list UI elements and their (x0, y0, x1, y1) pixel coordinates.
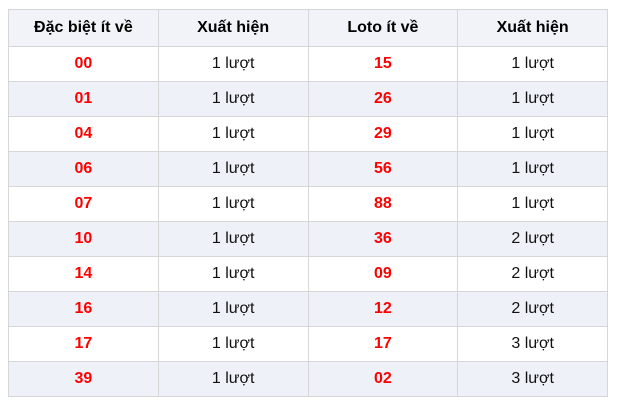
statistics-table-wrapper: Đặc biệt ít về Xuất hiện Loto ít về Xuất… (8, 9, 608, 397)
cell-loto-number: 15 (307, 46, 459, 82)
cell-loto-count: 1 lượt (457, 116, 608, 152)
table-body: 00 1 lượt 15 1 lượt 01 1 lượt 26 1 lượt 04 1 lượt… (8, 46, 608, 397)
cell-loto-number: 09 (307, 256, 459, 292)
cell-loto-number: 17 (307, 326, 459, 362)
header-special-number: Đặc biệt ít về (8, 9, 159, 47)
cell-loto-number: 56 (307, 151, 459, 187)
lottery-stats-table: Đặc biệt ít về Xuất hiện Loto ít về Xuất… (8, 9, 608, 397)
cell-loto-count: 1 lượt (457, 46, 608, 82)
table-header-row: Đặc biệt ít về Xuất hiện Loto ít về Xuất… (8, 9, 608, 47)
table-head: Đặc biệt ít về Xuất hiện Loto ít về Xuất… (8, 9, 608, 47)
cell-special-number: 04 (8, 116, 159, 152)
table-row: 10 1 lượt 36 2 lượt (8, 221, 608, 257)
cell-special-count: 1 lượt (157, 46, 309, 82)
cell-loto-number: 29 (307, 116, 459, 152)
header-loto-number: Loto ít về (307, 9, 459, 47)
cell-loto-number: 12 (307, 291, 459, 327)
cell-special-number: 14 (8, 256, 159, 292)
cell-special-number: 07 (8, 186, 159, 222)
table-row: 16 1 lượt 12 2 lượt (8, 291, 608, 327)
table-row: 00 1 lượt 15 1 lượt (8, 46, 608, 82)
cell-special-number: 10 (8, 221, 159, 257)
table-row: 06 1 lượt 56 1 lượt (8, 151, 608, 187)
cell-loto-number: 36 (307, 221, 459, 257)
cell-special-count: 1 lượt (157, 291, 309, 327)
table-row: 17 1 lượt 17 3 lượt (8, 326, 608, 362)
table-row: 39 1 lượt 02 3 lượt (8, 361, 608, 397)
header-special-count: Xuất hiện (157, 9, 309, 47)
cell-loto-count: 1 lượt (457, 186, 608, 222)
cell-special-number: 01 (8, 81, 159, 117)
table-row: 01 1 lượt 26 1 lượt (8, 81, 608, 117)
cell-special-count: 1 lượt (157, 116, 309, 152)
cell-loto-count: 1 lượt (457, 81, 608, 117)
cell-loto-count: 3 lượt (457, 361, 608, 397)
cell-loto-number: 88 (307, 186, 459, 222)
cell-loto-count: 2 lượt (457, 256, 608, 292)
cell-special-count: 1 lượt (157, 186, 309, 222)
cell-special-number: 17 (8, 326, 159, 362)
cell-special-number: 39 (8, 361, 159, 397)
cell-loto-count: 3 lượt (457, 326, 608, 362)
cell-loto-count: 2 lượt (457, 221, 608, 257)
cell-special-number: 00 (8, 46, 159, 82)
table-row: 07 1 lượt 88 1 lượt (8, 186, 608, 222)
table-row: 04 1 lượt 29 1 lượt (8, 116, 608, 152)
cell-special-count: 1 lượt (157, 361, 309, 397)
table-row: 14 1 lượt 09 2 lượt (8, 256, 608, 292)
cell-special-count: 1 lượt (157, 256, 309, 292)
cell-special-count: 1 lượt (157, 326, 309, 362)
cell-loto-number: 02 (307, 361, 459, 397)
cell-special-count: 1 lượt (157, 81, 309, 117)
cell-loto-number: 26 (307, 81, 459, 117)
cell-special-number: 16 (8, 291, 159, 327)
cell-loto-count: 1 lượt (457, 151, 608, 187)
cell-loto-count: 2 lượt (457, 291, 608, 327)
cell-special-number: 06 (8, 151, 159, 187)
header-loto-count: Xuất hiện (457, 9, 608, 47)
cell-special-count: 1 lượt (157, 151, 309, 187)
cell-special-count: 1 lượt (157, 221, 309, 257)
